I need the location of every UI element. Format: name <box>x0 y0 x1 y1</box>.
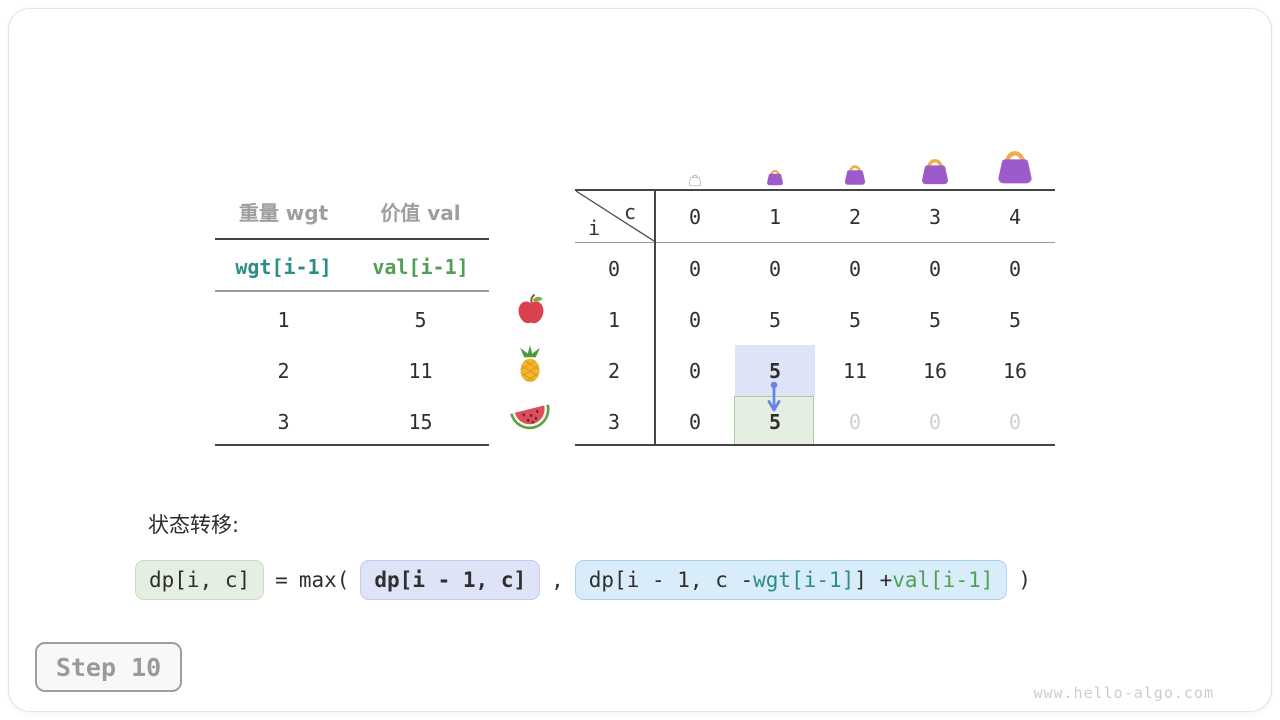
items-table-mid-rule <box>215 290 489 292</box>
item-3-weight: 3 <box>277 409 290 434</box>
step-badge: Step 10 <box>35 642 182 692</box>
watermelon-icon <box>510 404 550 430</box>
dp-table-vertical-rule <box>654 189 656 446</box>
dp-cell-3-2: 0 <box>848 409 862 434</box>
bag-icon-capacity-1 <box>767 169 783 186</box>
dp-cell-0-3: 0 <box>928 256 942 281</box>
dp-cell-1-3: 5 <box>928 307 942 332</box>
formula-arg2-prefix: dp[i - 1, c - <box>588 568 754 592</box>
dp-col-headers: 0 1 2 3 4 <box>655 191 1055 242</box>
formula-arg1-pill: dp[i - 1, c] <box>360 560 541 600</box>
transition-arrow-icon <box>767 381 781 412</box>
dp-cell-2-2: 11 <box>842 358 868 383</box>
dp-cell-0-0: 0 <box>688 256 702 281</box>
dp-cell-1-2: 5 <box>848 307 862 332</box>
items-col-header-val: 价值 val <box>380 200 461 225</box>
dp-table-bottom-rule <box>575 444 1055 446</box>
dp-cell-1-1: 5 <box>768 307 782 332</box>
dp-row-header-1: 1 <box>607 307 621 332</box>
dp-corner-row-label: i <box>588 216 601 240</box>
dp-row-headers: 0 1 2 3 <box>575 243 653 447</box>
formula-arg2-pill: dp[i - 1, c - wgt[i-1]] + val[i-1] <box>574 560 1008 600</box>
dp-table-header-rule <box>575 242 1055 243</box>
items-col-header-wgt: 重量 wgt <box>238 200 329 225</box>
bag-icon-capacity-3 <box>922 159 948 185</box>
items-index-val: val[i-1] <box>372 254 469 279</box>
dp-row-header-0: 0 <box>607 256 621 281</box>
dp-col-header-3: 3 <box>928 204 942 229</box>
dp-cell-0-2: 0 <box>848 256 862 281</box>
dp-col-header-1: 1 <box>768 204 782 229</box>
dp-cell-3-4: 0 <box>1008 409 1022 434</box>
state-transition-label: 状态转移: <box>148 513 240 537</box>
formula-equals: = <box>275 568 288 592</box>
dp-corner-diagonal <box>576 190 655 242</box>
dp-table-top-rule <box>575 189 1055 191</box>
state-transition-formula: dp[i, c] = max( dp[i - 1, c] , dp[i - 1,… <box>135 558 1031 602</box>
dp-col-header-4: 4 <box>1008 204 1022 229</box>
formula-arg2-val: val[i-1] <box>892 568 994 592</box>
pineapple-icon <box>520 345 540 382</box>
items-index-wgt: wgt[i-1] <box>235 254 332 279</box>
formula-arg2-wgt: wgt[i-1] <box>753 568 855 592</box>
items-table-top-rule <box>215 238 489 240</box>
apple-icon <box>518 294 544 324</box>
items-table-bottom-rule <box>215 444 489 446</box>
dp-corner-col-label: c <box>624 200 637 224</box>
dp-col-header-0: 0 <box>688 204 702 229</box>
formula-comma: , <box>551 568 564 592</box>
item-1-weight: 1 <box>277 307 290 332</box>
dp-cell-2-1-source: 5 <box>768 358 782 383</box>
dp-cell-0-4: 0 <box>1008 256 1022 281</box>
dp-cell-2-4: 16 <box>1002 358 1028 383</box>
items-table-body: 1 5 2 11 3 15 <box>215 294 489 447</box>
dp-row-header-2: 2 <box>607 358 621 383</box>
item-3-value: 15 <box>408 409 433 434</box>
dp-cell-1-4: 5 <box>1008 307 1022 332</box>
formula-close-paren: ) <box>1018 568 1032 592</box>
formula-lhs-pill: dp[i, c] <box>135 560 265 600</box>
dp-cell-1-0: 0 <box>688 307 702 332</box>
item-1-value: 5 <box>414 307 427 332</box>
bag-icon-capacity-2 <box>844 165 866 185</box>
item-2-value: 11 <box>408 358 433 383</box>
items-table-header: 重量 wgt 价值 val <box>215 196 489 226</box>
dp-cell-3-1-target: 5 <box>768 409 782 434</box>
dp-cell-2-3: 16 <box>922 358 948 383</box>
item-2-weight: 2 <box>277 358 290 383</box>
formula-arg2-mid: ] + <box>854 568 893 592</box>
bag-icon-capacity-4 <box>998 151 1032 184</box>
bag-icon-capacity-0 <box>688 174 702 187</box>
items-table-index-row: wgt[i-1] val[i-1] <box>215 243 489 290</box>
dp-row-header-3: 3 <box>607 409 621 434</box>
dp-table-cells: 0 0 0 0 0 0 5 5 5 5 0 5 11 16 16 0 5 0 0… <box>655 243 1055 447</box>
dp-cell-0-1: 0 <box>768 256 782 281</box>
dp-cell-3-0: 0 <box>688 409 702 434</box>
dp-col-header-2: 2 <box>848 204 862 229</box>
dp-cell-3-3: 0 <box>928 409 942 434</box>
watermark: www.hello-algo.com <box>1033 684 1214 702</box>
dp-cell-2-0: 0 <box>688 358 702 383</box>
formula-max-open: max( <box>298 568 350 592</box>
